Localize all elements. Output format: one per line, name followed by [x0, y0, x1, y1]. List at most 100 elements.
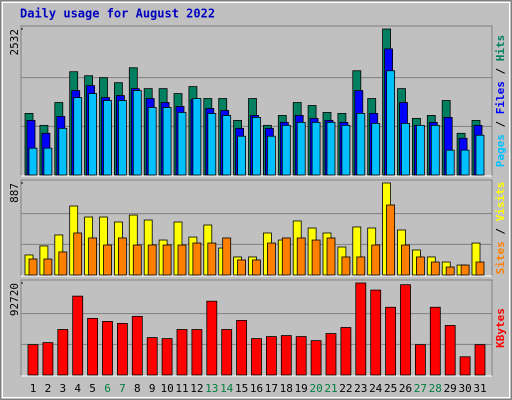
bar	[72, 295, 84, 376]
bar	[102, 321, 113, 376]
bar	[118, 237, 127, 276]
legend-separator: /	[494, 61, 507, 81]
bar	[341, 256, 351, 276]
x-tick-label: 28	[429, 382, 442, 395]
bar	[103, 244, 112, 276]
bar	[58, 127, 68, 176]
x-tick-label: 5	[89, 382, 96, 395]
bar	[280, 335, 292, 376]
x-tick-label: 30	[458, 382, 471, 395]
x-tick-label: 1	[30, 382, 37, 395]
legend-entry: KBytes	[494, 308, 507, 348]
legend-entry: Hits	[494, 35, 507, 62]
bar	[252, 259, 261, 276]
bar	[87, 317, 98, 376]
x-tick-label: 21	[324, 382, 337, 395]
x-tick-label: 18	[280, 382, 293, 395]
bar	[415, 124, 425, 176]
bar	[356, 256, 366, 276]
legend-entry: Visits	[494, 182, 507, 222]
x-tick-label: 2	[45, 382, 52, 395]
bar	[475, 261, 485, 276]
legend: KBytes	[494, 308, 507, 348]
bar	[117, 323, 128, 376]
x-tick-label: 12	[190, 382, 203, 395]
x-tick-label: 20	[309, 382, 322, 395]
x-tick-label: 23	[354, 382, 367, 395]
bar	[57, 329, 69, 376]
bar	[266, 242, 276, 276]
y-tick-label: 2532	[8, 29, 21, 56]
bar	[325, 333, 337, 376]
bar	[43, 258, 53, 276]
bar	[118, 100, 127, 176]
legend-separator: /	[494, 114, 507, 134]
bar	[401, 244, 410, 276]
x-tick-label: 25	[384, 382, 397, 395]
bar	[88, 237, 97, 276]
bar	[42, 342, 54, 376]
bar	[371, 244, 381, 276]
bar	[192, 98, 202, 176]
bar	[252, 116, 261, 176]
x-tick-label: 19	[295, 382, 308, 395]
legend-entry: Sites	[494, 241, 507, 274]
x-tick-label: 9	[149, 382, 156, 395]
bar	[222, 115, 232, 176]
bar	[176, 329, 188, 376]
bar	[146, 337, 158, 376]
x-tick-label: 27	[414, 382, 427, 395]
bar	[28, 258, 38, 276]
bar	[103, 100, 112, 176]
bar	[430, 261, 440, 276]
bar	[222, 237, 232, 276]
x-tick-label: 4	[74, 382, 81, 395]
bar	[445, 149, 455, 176]
bar	[475, 134, 485, 176]
bar	[445, 266, 455, 276]
y-tick-label: 92720	[8, 283, 21, 316]
bar	[207, 242, 217, 276]
x-tick-label: 26	[399, 382, 412, 395]
bar	[296, 237, 306, 276]
x-tick-label: 11	[175, 382, 188, 395]
bar	[460, 264, 470, 276]
bar	[88, 93, 97, 176]
bar	[237, 135, 247, 176]
bar	[207, 113, 217, 176]
bar	[237, 259, 247, 276]
x-tick-label: 31	[473, 382, 486, 395]
x-tick-label: 24	[369, 382, 383, 395]
bar	[326, 121, 336, 176]
bar	[370, 289, 382, 376]
x-tick-label: 7	[119, 382, 126, 395]
bar	[43, 147, 53, 176]
bar	[444, 325, 456, 376]
chart-title: Daily usage for August 2022	[20, 7, 215, 21]
legend-entry: Files	[494, 81, 507, 114]
bar	[73, 232, 83, 276]
bar	[162, 107, 172, 176]
x-tick-label: 10	[160, 382, 173, 395]
bar	[131, 315, 143, 376]
bar	[221, 329, 233, 376]
bar	[58, 251, 68, 276]
bar	[326, 237, 336, 276]
bar	[132, 244, 142, 276]
bar	[147, 244, 157, 276]
bar	[281, 237, 291, 276]
bar	[460, 149, 470, 176]
bar	[355, 282, 367, 376]
bar	[385, 306, 397, 376]
bar	[27, 344, 39, 376]
bar	[310, 340, 322, 376]
x-tick-label: 15	[235, 382, 248, 395]
bar	[132, 90, 142, 176]
x-tick-label: 22	[339, 382, 352, 395]
bar	[311, 239, 321, 276]
bar	[206, 300, 218, 376]
bar	[28, 147, 38, 176]
bar	[162, 244, 172, 276]
bar	[311, 121, 321, 176]
